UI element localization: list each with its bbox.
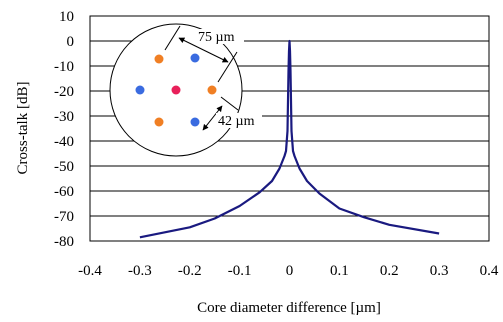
spacing-arrow-line xyxy=(202,105,223,131)
plot-frame xyxy=(89,15,490,242)
pitch-arrow-line xyxy=(178,37,229,63)
core-blue-left xyxy=(135,85,145,95)
core-orange-right xyxy=(207,85,217,95)
core-blue-top xyxy=(190,53,200,63)
pitch-label-bg xyxy=(196,29,244,44)
x-tick-label: 0.4 xyxy=(480,263,499,279)
fiber-cross-section-inset: 75 µm 42 µm xyxy=(109,23,262,157)
core-center xyxy=(171,85,181,95)
core-blue-bottom xyxy=(190,117,200,127)
spacing-label: 42 µm xyxy=(218,114,255,129)
y-tick-label: -30 xyxy=(54,109,74,125)
y-tick-label: -10 xyxy=(54,59,74,75)
x-tick-label: -0.3 xyxy=(128,263,152,279)
x-tick-label: 0.1 xyxy=(330,263,349,279)
x-tick-label: -0.4 xyxy=(78,263,102,279)
spacing-label-bg xyxy=(216,113,262,128)
y-tick-label: 10 xyxy=(59,9,74,25)
y-tick-label: -40 xyxy=(54,134,74,150)
pitch-label: 75 µm xyxy=(198,30,235,45)
y-tick-label: -80 xyxy=(54,234,74,250)
x-tick-label: 0.2 xyxy=(380,263,399,279)
pitch-leader-line-2 xyxy=(217,51,238,83)
y-tick-label: 0 xyxy=(67,34,75,50)
y-tick-label: -50 xyxy=(54,159,74,175)
core-orange-top xyxy=(154,54,164,64)
y-tick-label: -70 xyxy=(54,209,74,225)
spacing-leader-line xyxy=(220,96,239,111)
x-tick-labels: -0.4 -0.3 -0.2 -0.1 0 0.1 0.2 0.3 0.4 xyxy=(78,263,499,279)
y-tick-label: -20 xyxy=(54,84,74,100)
x-tick-label: -0.2 xyxy=(178,263,202,279)
x-tick-label: -0.1 xyxy=(228,263,252,279)
y-tick-label: -60 xyxy=(54,184,74,200)
core-orange-bottom xyxy=(154,117,164,127)
pitch-leader-line xyxy=(164,25,181,51)
y-axis-label: Cross-talk [dB] xyxy=(15,82,31,175)
crosstalk-series-line xyxy=(139,39,440,239)
x-axis-label: Core diameter difference [µm] xyxy=(197,300,381,316)
y-tick-labels: 10 0 -10 -20 -30 -40 -50 -60 -70 -80 xyxy=(54,9,74,250)
x-tick-label: 0 xyxy=(286,263,294,279)
x-tick-label: 0.3 xyxy=(430,263,449,279)
